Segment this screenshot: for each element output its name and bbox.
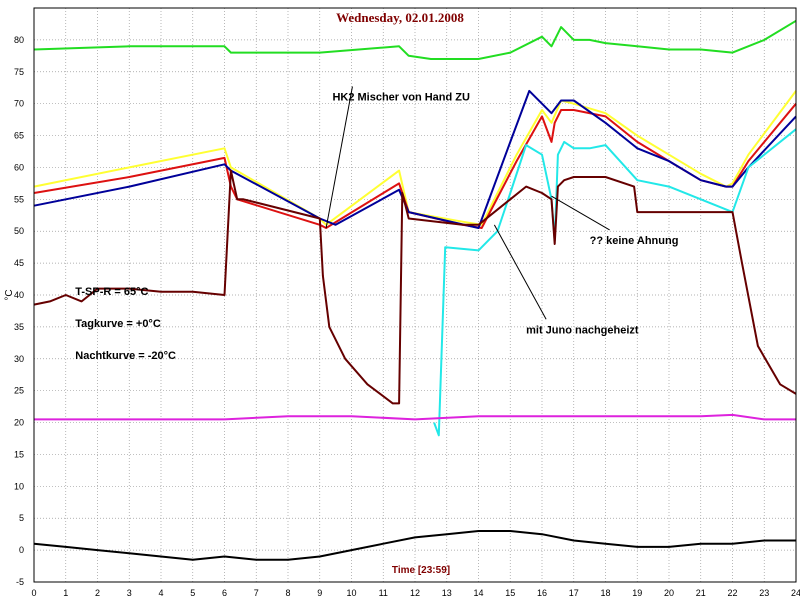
y-tick-label: 70 xyxy=(14,99,24,109)
annotation-group: HK2 Mischer von Hand ZU ?? keine Ahnung mi… xyxy=(75,86,679,362)
y-tick-label: 75 xyxy=(14,67,24,77)
annotation-text: HK2 Mischer von Hand ZU xyxy=(332,91,470,103)
plot-frame xyxy=(33,7,797,583)
y-tick-label: 55 xyxy=(14,194,24,204)
x-tick-label: 15 xyxy=(505,588,515,598)
x-tick-label: 19 xyxy=(632,588,642,598)
x-tick-label: 24 xyxy=(791,588,800,598)
x-tick-label: 0 xyxy=(31,588,36,598)
annotation-arrow xyxy=(325,86,353,229)
x-tick-label: 2 xyxy=(95,588,100,598)
annotation-arrow xyxy=(551,195,610,231)
series-line xyxy=(33,169,797,405)
series-group xyxy=(33,19,797,561)
y-tick-label: 80 xyxy=(14,35,24,45)
series-line xyxy=(34,413,796,421)
chart-title: Wednesday, 02.01.2008 xyxy=(336,10,464,25)
annotation-text: ?? keine Ahnung xyxy=(590,235,679,247)
axes: 0 1 2 3 4 5 6 7 8 9 10 11 12 13 14 15 16 17 18 19 20 21 22 23 24… xyxy=(14,7,800,598)
annotation-text: Nachtkurve = -20°C xyxy=(75,350,176,362)
x-tick-label: 14 xyxy=(473,588,483,598)
series-line xyxy=(33,19,797,60)
x-tick-label: 3 xyxy=(127,588,132,598)
y-tick-label: 0 xyxy=(19,545,24,555)
x-tick-label: 6 xyxy=(222,588,227,598)
y-tick-label: 15 xyxy=(14,449,24,459)
x-tick-label: 7 xyxy=(254,588,259,598)
y-tick-label: 60 xyxy=(14,162,24,172)
x-tick-label: 13 xyxy=(442,588,452,598)
y-tick-label: 25 xyxy=(14,386,24,396)
x-tick-label: 9 xyxy=(317,588,322,598)
series-line xyxy=(33,530,796,561)
x-tick-label: 12 xyxy=(410,588,420,598)
y-tick-label: 45 xyxy=(14,258,24,268)
x-tick-label: 4 xyxy=(158,588,163,598)
x-tick-label: 23 xyxy=(759,588,769,598)
x-tick-label: 18 xyxy=(600,588,610,598)
x-tick-label: 8 xyxy=(285,588,290,598)
x-tick-label: 11 xyxy=(379,588,388,598)
annotation-text: T-SP-R = 65°C xyxy=(75,286,148,298)
x-tick-label: 1 xyxy=(63,588,68,598)
x-tick-label: 5 xyxy=(190,588,195,598)
x-tick-label: 16 xyxy=(537,588,547,598)
x-tick-label: 21 xyxy=(696,588,706,598)
series-line xyxy=(33,89,797,229)
y-tick-label: 65 xyxy=(14,131,24,141)
y-tick-label: -5 xyxy=(16,577,24,587)
y-tick-label: 20 xyxy=(14,418,24,428)
annotation-text: mit Juno nachgeheizt xyxy=(526,324,639,336)
x-tick-label: 20 xyxy=(664,588,674,598)
x-tick-label: 22 xyxy=(727,588,737,598)
y-axis-label: °C xyxy=(4,289,15,300)
y-tick-label: 30 xyxy=(14,354,24,364)
y-tick-label: 40 xyxy=(14,290,24,300)
x-tick-label: 17 xyxy=(569,588,579,598)
y-tick-label: 5 xyxy=(19,513,24,523)
y-tick-label: 35 xyxy=(14,322,24,332)
x-tick-label: 10 xyxy=(346,588,356,598)
grid xyxy=(33,8,797,583)
annotation-arrow xyxy=(493,224,547,320)
y-tick-label: 10 xyxy=(14,481,24,491)
annotation-text: Tagkurve = +0°C xyxy=(75,318,161,330)
series-line xyxy=(433,128,797,437)
y-tick-label: 50 xyxy=(14,226,24,236)
x-axis-label: Time [23:59] xyxy=(392,565,450,576)
